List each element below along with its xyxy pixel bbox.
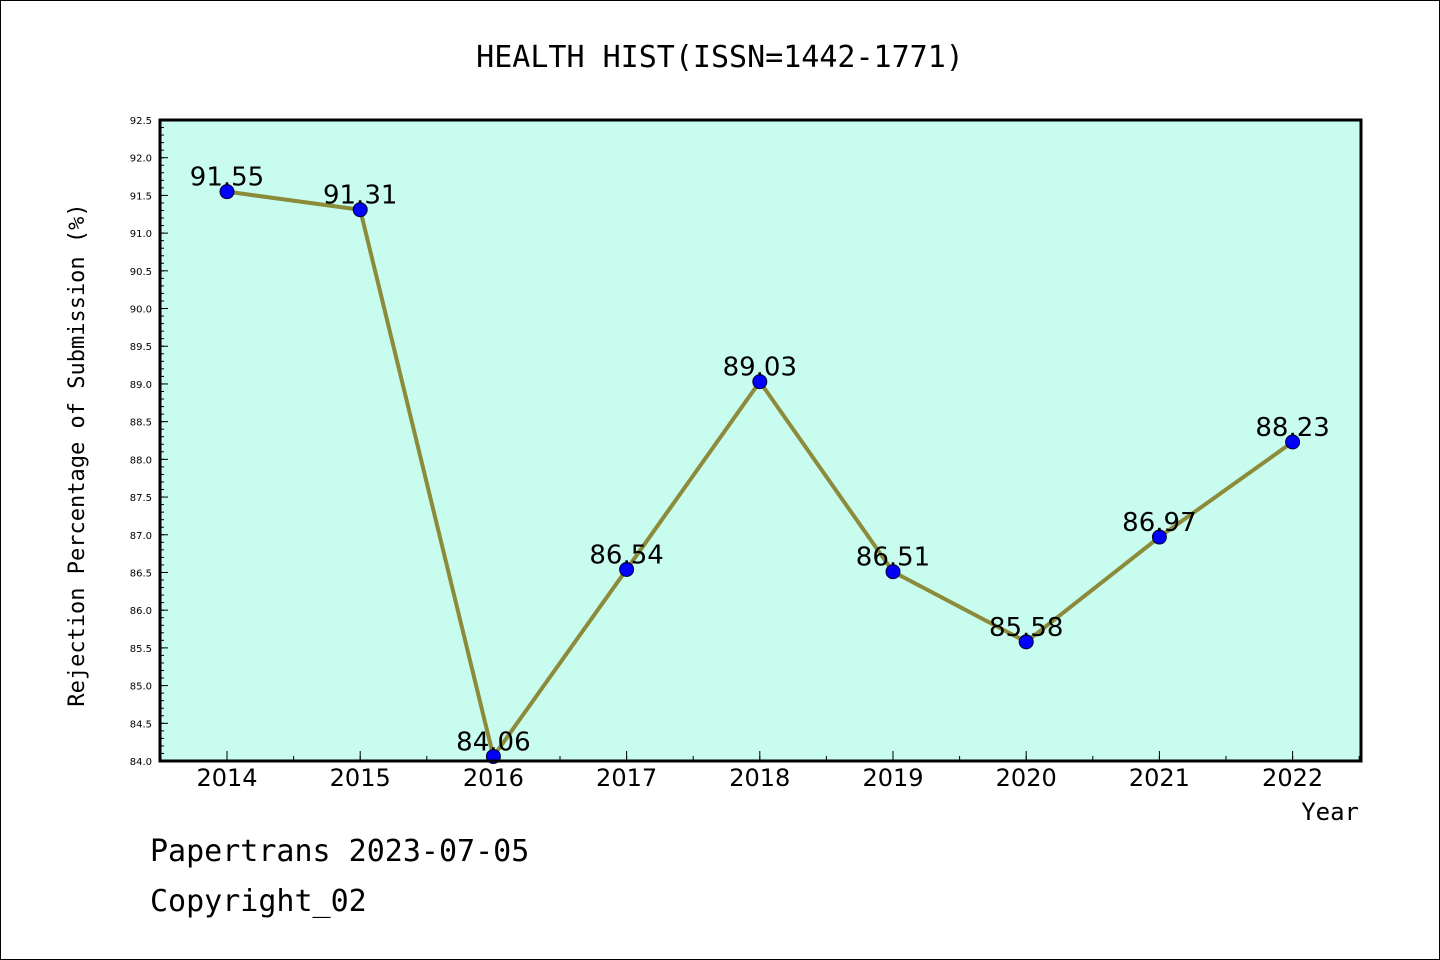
footer-date: Papertrans 2023-07-05	[150, 834, 530, 869]
data-label: 86.54	[589, 540, 663, 570]
x-tick-label: 2018	[729, 764, 790, 792]
y-axis-ticks: 84.0 84.5 85.0 85.5 86.0 86.5 87.0 87.5 88.0 88.5…	[130, 116, 168, 768]
y-tick-label: 84.0	[130, 757, 152, 768]
y-tick-label: 89.0	[130, 380, 152, 391]
y-tick-label: 88.5	[130, 418, 152, 429]
data-label: 85.58	[989, 613, 1063, 643]
x-tick-label: 2020	[996, 764, 1057, 792]
x-tick-label: 2017	[596, 764, 657, 792]
data-label: 86.51	[856, 543, 930, 573]
x-tick-label: 2014	[196, 764, 257, 792]
y-tick-label: 92.5	[130, 116, 152, 127]
y-tick-label: 88.0	[130, 455, 152, 466]
plot-border	[158, 118, 1363, 763]
data-point	[752, 374, 768, 390]
plot-area	[160, 120, 1361, 761]
y-tick-label: 90.5	[130, 267, 152, 278]
data-label: 88.23	[1255, 413, 1329, 443]
data-point	[1151, 529, 1167, 545]
data-label: 86.97	[1122, 508, 1196, 538]
data-point	[1018, 634, 1034, 650]
x-axis-ticks: 2014 2015 2016 2017 2018 2019 2020 2021 2022	[159, 751, 1360, 792]
data-point	[885, 564, 901, 580]
y-tick-label: 87.5	[130, 493, 152, 504]
y-axis-label: Rejection Percentage of Submission (%)	[65, 203, 90, 706]
x-tick-label: 2021	[1129, 764, 1190, 792]
y-tick-label: 87.0	[130, 531, 152, 542]
data-point	[1285, 434, 1301, 450]
data-label: 91.55	[190, 163, 264, 193]
y-tick-label: 92.0	[130, 154, 152, 165]
x-tick-label: 2022	[1262, 764, 1323, 792]
data-point	[219, 184, 235, 200]
chart-title: HEALTH HIST(ISSN=1442-1771)	[476, 40, 964, 75]
data-label: 89.03	[723, 353, 797, 383]
x-tick-label: 2016	[463, 764, 524, 792]
data-label: 84.06	[456, 727, 530, 757]
footer-copyright: Copyright_02	[150, 884, 367, 919]
x-tick-label: 2015	[330, 764, 391, 792]
data-point	[619, 561, 635, 577]
y-tick-label: 91.5	[130, 191, 152, 202]
y-tick-label: 84.5	[130, 719, 152, 730]
y-tick-label: 85.5	[130, 644, 152, 655]
data-label: 91.31	[323, 181, 397, 211]
y-tick-label: 86.5	[130, 568, 152, 579]
y-tick-label: 90.0	[130, 305, 152, 316]
y-tick-label: 85.0	[130, 682, 152, 693]
y-tick-label: 89.5	[130, 342, 152, 353]
data-point	[352, 202, 368, 218]
x-axis-label: Year	[1301, 798, 1359, 826]
x-tick-label: 2019	[862, 764, 923, 792]
y-tick-label: 86.0	[130, 606, 152, 617]
y-tick-label: 91.0	[130, 229, 152, 240]
